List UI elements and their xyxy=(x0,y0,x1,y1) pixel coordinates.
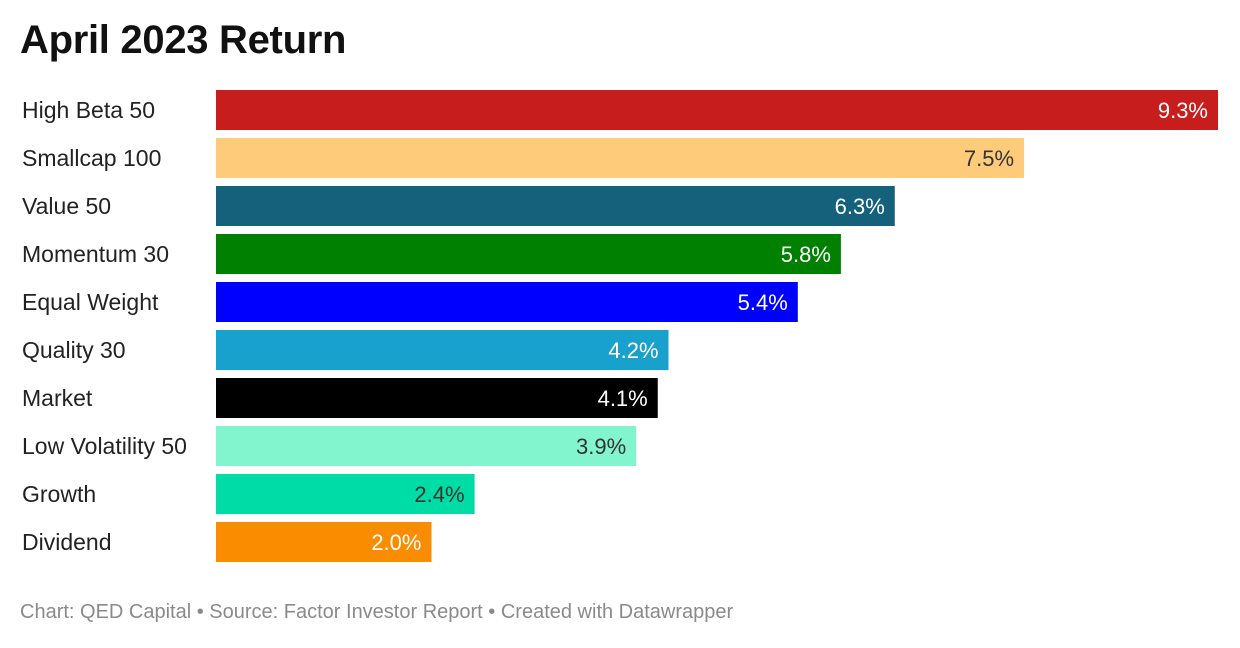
bar xyxy=(216,378,658,418)
bar xyxy=(216,426,637,466)
bar xyxy=(216,474,475,514)
bar xyxy=(216,186,895,226)
category-label: Low Volatility 50 xyxy=(22,433,187,459)
value-label: 6.3% xyxy=(835,194,885,219)
bar xyxy=(216,234,841,274)
category-label: Market xyxy=(22,385,93,411)
value-label: 5.4% xyxy=(738,290,788,315)
value-label: 4.1% xyxy=(598,386,648,411)
category-label: Quality 30 xyxy=(22,337,126,363)
bar-row: Value 50 6.3% xyxy=(22,186,895,226)
bar-row: Dividend 2.0% xyxy=(22,522,432,562)
chart-title: April 2023 Return xyxy=(20,18,347,62)
category-label: Smallcap 100 xyxy=(22,145,161,171)
bar-row: Low Volatility 50 3.9% xyxy=(22,426,637,466)
value-label: 2.4% xyxy=(414,482,464,507)
bar xyxy=(216,522,432,562)
category-label: Growth xyxy=(22,481,96,507)
bar-row: Equal Weight 5.4% xyxy=(22,282,798,322)
chart-footer: Chart: QED Capital • Source: Factor Inve… xyxy=(20,601,734,623)
category-label: High Beta 50 xyxy=(22,97,155,123)
bar xyxy=(216,90,1218,130)
bar-row: High Beta 50 9.3% xyxy=(22,90,1218,130)
category-label: Dividend xyxy=(22,529,112,555)
bar xyxy=(216,138,1025,178)
category-label: Momentum 30 xyxy=(22,241,169,267)
value-label: 4.2% xyxy=(608,338,658,363)
value-label: 9.3% xyxy=(1158,98,1208,123)
bar-row: Momentum 30 5.8% xyxy=(22,234,841,274)
bar-row: Market 4.1% xyxy=(22,378,658,418)
bar xyxy=(216,330,669,370)
bar-row: Growth 2.4% xyxy=(22,474,475,514)
bar-row: Smallcap 100 7.5% xyxy=(22,138,1025,178)
bar-row: Quality 30 4.2% xyxy=(22,330,669,370)
category-label: Value 50 xyxy=(22,193,111,219)
value-label: 5.8% xyxy=(781,242,831,267)
category-label: Equal Weight xyxy=(22,289,159,315)
bar xyxy=(216,282,798,322)
value-label: 2.0% xyxy=(371,530,421,555)
value-label: 3.9% xyxy=(576,434,626,459)
value-label: 7.5% xyxy=(964,146,1014,171)
